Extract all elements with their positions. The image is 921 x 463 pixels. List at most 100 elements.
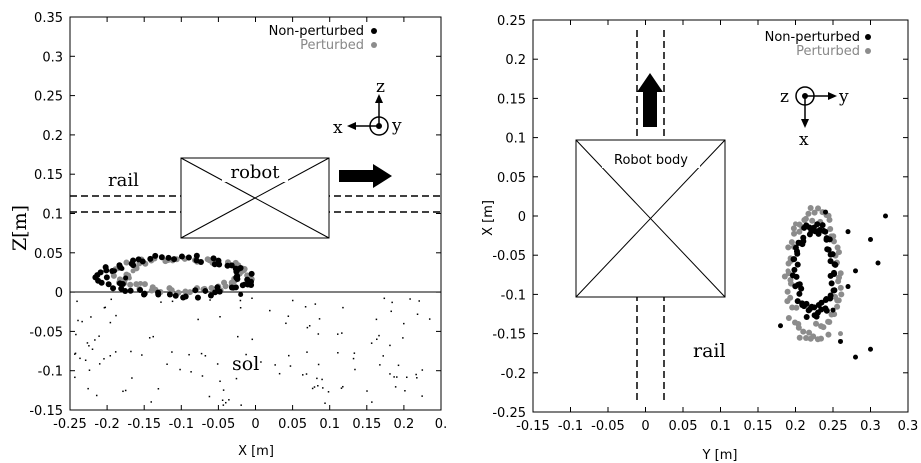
left-nonperturbed-point [202, 287, 209, 294]
right-perturbed-point [837, 284, 844, 291]
right-perturbed-point [838, 291, 845, 298]
left-ground-dot [200, 352, 203, 355]
right-perturbed-point [793, 304, 800, 311]
left-ground-dot [379, 364, 381, 366]
right-nonperturbed-point [831, 287, 838, 294]
left-x-tick-label: -0.1 [169, 417, 194, 432]
right-nonperturbed-point [803, 300, 810, 307]
left-ground-dot [222, 404, 225, 406]
right-axis-x-label: x [799, 130, 809, 150]
right-perturbed-point [815, 205, 822, 212]
left-ground-dot [74, 376, 76, 379]
right-y-tick-label: 0.25 [497, 14, 526, 29]
right-axis-z-label: z [780, 87, 789, 107]
left-x-tick-label: 0. [435, 417, 447, 432]
left-nonperturbed-point [103, 274, 110, 281]
right-nonperturbed-point [823, 307, 830, 314]
left-nonperturbed-point [147, 255, 154, 262]
left-nonperturbed-point [112, 268, 118, 274]
left-ground-dot [251, 338, 254, 341]
right-nonperturbed-point [778, 323, 783, 329]
left-nonperturbed-point [215, 257, 222, 264]
left-y-axis-label: Z[m] [9, 205, 31, 251]
left-ground-dot [318, 318, 321, 320]
left-ground-dot [74, 353, 76, 355]
right-nonperturbed-point [824, 246, 831, 253]
left-y-tick-label: 0.1 [42, 208, 63, 223]
left-rail-label: rail [108, 170, 139, 191]
right-perturbed-point [837, 270, 844, 277]
left-ground-dot [402, 337, 404, 339]
right-x-tick-label: 0.15 [744, 419, 773, 434]
left-nonperturbed-point [123, 275, 129, 281]
left-ground-dot [77, 319, 79, 322]
left-ground-dot [342, 306, 344, 309]
left-y-tick-label: 0.35 [34, 11, 63, 26]
left-ground-dots [74, 297, 431, 406]
right-y-tick-label: 0.2 [505, 53, 526, 68]
left-ground-dot [190, 371, 192, 373]
left-ground-dot [304, 306, 307, 308]
left-y-tick-label: -0.05 [29, 325, 63, 340]
left-perturbed-point [141, 281, 148, 288]
left-ground-dot [104, 306, 107, 309]
left-ground-dot [204, 355, 207, 357]
left-ground-dot [216, 363, 219, 365]
left-ground-dot [260, 361, 262, 363]
left-ground-dot [393, 376, 395, 378]
left-ground-dot [197, 318, 199, 321]
left-nonperturbed-point [105, 281, 112, 288]
left-ground-dot [109, 321, 112, 324]
right-x-tick-label: -0.1 [558, 419, 583, 434]
left-ground-dot [79, 357, 81, 360]
right-perturbed-point [834, 244, 841, 251]
right-perturbed-point [784, 288, 791, 295]
left-ground-dot [352, 357, 355, 360]
left-ground-dot [166, 363, 168, 365]
left-nonperturbed-point [241, 281, 247, 287]
left-perturbed-point [133, 281, 140, 288]
left-ground-dot [371, 401, 373, 403]
left-ground-dot [391, 301, 393, 304]
left-ground-dot [342, 385, 344, 388]
left-ground-dot [94, 339, 96, 341]
left-ground-dot [354, 368, 356, 371]
right-perturbed-point [800, 328, 807, 335]
left-ground-dot [131, 377, 133, 379]
right-y-tick-label: -0.15 [492, 328, 526, 343]
left-ground-dot [141, 354, 143, 356]
left-ground-dot [314, 303, 317, 305]
left-nonperturbed-point [130, 262, 137, 269]
right-nonperturbed-point [794, 250, 801, 257]
left-nonperturbed-point [119, 266, 125, 272]
left-ground-dot [337, 352, 339, 354]
right-perturbed-point [818, 335, 825, 342]
right-x-tick-label: 0.25 [819, 419, 848, 434]
left-ground-dot [421, 395, 423, 397]
left-ground-dot [221, 399, 224, 401]
right-nonperturbed-point [791, 266, 798, 273]
left-ground-dot [306, 351, 308, 353]
left-ground-dot [409, 298, 411, 300]
left-ground-dot [171, 300, 174, 303]
right-perturbed-point [807, 204, 814, 211]
right-nonperturbed-point [853, 268, 858, 274]
left-x-tick-label: -0.2 [94, 417, 119, 432]
left-ground-dot [98, 363, 101, 365]
right-x-tick-label: 0.3 [860, 419, 881, 434]
right-motion-arrow [637, 73, 663, 127]
left-perturbed-point [186, 289, 193, 296]
right-x-tick-label: 0 [641, 419, 649, 434]
left-ground-dot [239, 299, 242, 302]
left-ground-label: sol [232, 353, 259, 375]
left-ground-dot [237, 335, 239, 338]
left-ground-dot [317, 333, 320, 335]
left-ground-dot [103, 306, 106, 309]
left-x-tick-label: 0.05 [278, 417, 307, 432]
right-nonperturbed-point [811, 304, 818, 311]
left-legend: Non-perturbed Perturbed [269, 24, 377, 53]
left-x-tick-label: 0 [251, 417, 259, 432]
left-plot: -0.25 -0.2 -0.15 -0.1 -0.05 0 0.05 0.1 0.15 0.2 0.… [9, 11, 447, 459]
right-nonperturbed-point [793, 273, 800, 280]
left-ground-dot [245, 353, 247, 356]
